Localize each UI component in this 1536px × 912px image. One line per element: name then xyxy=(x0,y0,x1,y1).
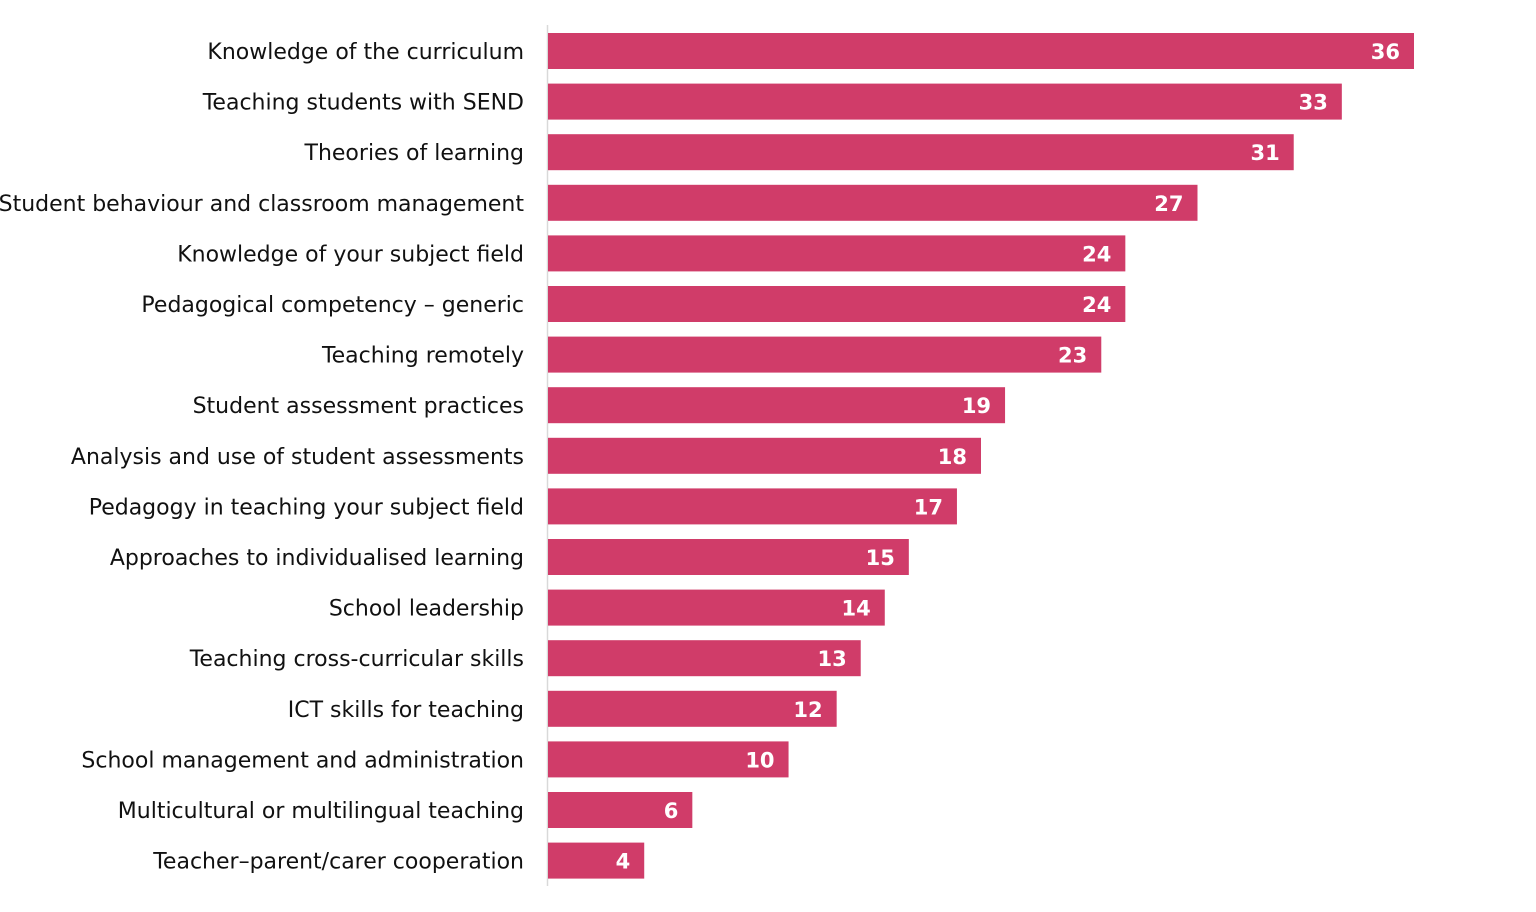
category-label: Teacher–parent/carer cooperation xyxy=(152,850,524,875)
data-label: 4 xyxy=(616,850,631,874)
bar xyxy=(548,842,645,879)
bar xyxy=(548,33,1414,69)
bar xyxy=(548,741,789,778)
bar xyxy=(548,336,1102,373)
category-label: ICT skills for teaching xyxy=(288,698,524,723)
category-label: School leadership xyxy=(329,597,524,622)
data-label: 36 xyxy=(1371,40,1400,64)
category-label: Multicultural or multilingual teaching xyxy=(118,799,524,824)
category-label: Teaching cross-curricular skills xyxy=(189,647,524,672)
category-label: Approaches to individualised learning xyxy=(110,546,524,571)
bar xyxy=(548,640,861,677)
data-label: 14 xyxy=(842,597,871,621)
data-label: 23 xyxy=(1058,344,1087,368)
data-label: 18 xyxy=(938,445,967,469)
bar xyxy=(548,488,957,525)
bar xyxy=(548,437,981,474)
category-label: Knowledge of the curriculum xyxy=(207,40,524,65)
data-label: 17 xyxy=(914,495,943,519)
data-label: 6 xyxy=(664,799,679,823)
category-label: Student behaviour and classroom manageme… xyxy=(0,192,524,217)
data-label: 27 xyxy=(1154,192,1183,216)
category-label: Student assessment practices xyxy=(193,394,524,419)
bar xyxy=(548,539,909,575)
category-label: Pedagogical competency – generic xyxy=(141,293,524,318)
data-label: 31 xyxy=(1250,141,1279,165)
data-label: 10 xyxy=(745,748,774,772)
bar xyxy=(548,387,1006,424)
bar xyxy=(548,134,1294,171)
category-label: School management and administration xyxy=(81,748,524,773)
data-label: 12 xyxy=(793,698,822,722)
bar xyxy=(548,286,1126,322)
category-label: Knowledge of your subject field xyxy=(177,242,524,267)
category-label: Pedagogy in teaching your subject field xyxy=(89,495,524,520)
bar xyxy=(548,235,1126,272)
data-label: 13 xyxy=(817,647,846,671)
category-label: Teaching remotely xyxy=(321,344,524,369)
bar xyxy=(548,184,1198,221)
category-label: Theories of learning xyxy=(304,141,524,166)
data-label: 19 xyxy=(962,394,991,418)
bar xyxy=(548,690,837,727)
data-label: 15 xyxy=(866,546,895,570)
data-label: 24 xyxy=(1082,242,1111,266)
category-label: Analysis and use of student assessments xyxy=(71,445,524,470)
data-label: 33 xyxy=(1299,91,1328,115)
bar xyxy=(548,83,1342,120)
bar xyxy=(548,792,693,828)
data-label: 24 xyxy=(1082,293,1111,317)
category-label: Teaching students with SEND xyxy=(202,91,524,116)
bar xyxy=(548,589,885,626)
